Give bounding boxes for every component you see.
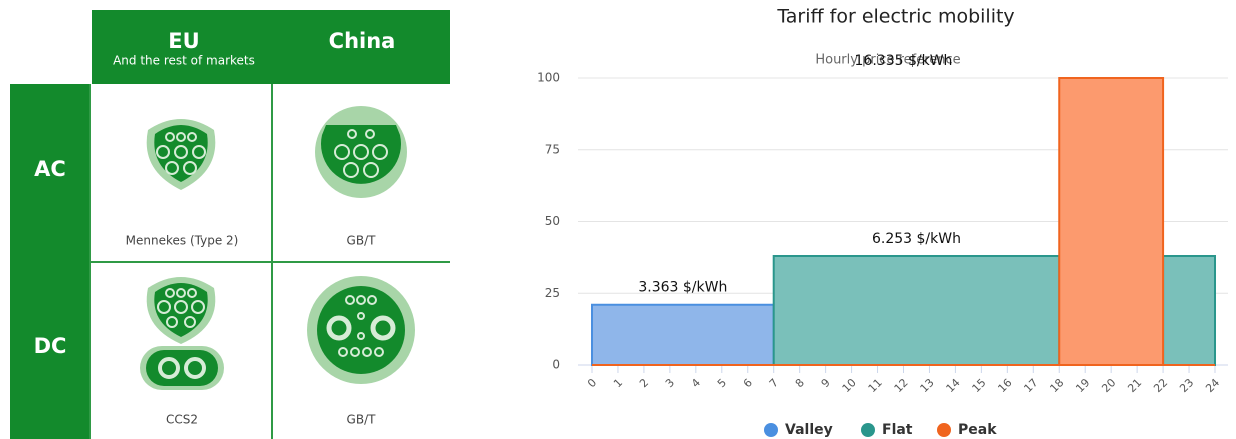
x-tick-label: 4 xyxy=(689,376,703,390)
x-tick-label: 23 xyxy=(1177,376,1196,395)
y-tick-label: 0 xyxy=(552,358,560,372)
chart-subtitle: Hourly price reference xyxy=(815,53,960,68)
y-tick-label: 100 xyxy=(537,71,560,85)
header-subtitle: And the rest of markets xyxy=(113,54,255,68)
legend-label: Valley xyxy=(785,422,833,438)
legend-label: Flat xyxy=(882,422,913,438)
y-tick-label: 75 xyxy=(545,142,560,156)
area xyxy=(1162,254,1216,366)
legend-marker xyxy=(861,423,875,437)
x-tick-label: 10 xyxy=(840,376,859,395)
x-tick-label: 20 xyxy=(1099,376,1118,395)
row-label: AC xyxy=(34,157,66,181)
x-tick-label: 0 xyxy=(585,376,599,390)
legend-label: Peak xyxy=(958,422,997,438)
y-tick-label: 25 xyxy=(545,286,560,300)
x-tick-label: 3 xyxy=(663,376,677,390)
x-tick-label: 8 xyxy=(793,376,807,390)
x-tick-label: 7 xyxy=(767,376,781,390)
cell-caption: GB/T xyxy=(347,413,377,427)
x-tick-label: 6 xyxy=(741,376,755,390)
icon-gbt-ac xyxy=(315,106,407,198)
header-bar xyxy=(92,10,450,84)
connector-table: EU And the rest of markets China AC DC M… xyxy=(10,10,450,439)
annotation: 16.335 $/kWh xyxy=(855,53,953,69)
legend-marker xyxy=(937,423,951,437)
header-title: China xyxy=(329,29,396,53)
cell-caption: CCS2 xyxy=(166,413,198,427)
x-tick-label: 14 xyxy=(944,376,963,395)
x-tick-label: 9 xyxy=(819,376,833,390)
x-tick-label: 12 xyxy=(892,376,911,395)
x-tick-label: 18 xyxy=(1047,376,1066,395)
x-tick-label: 13 xyxy=(918,376,937,395)
x-tick-label: 11 xyxy=(866,376,885,395)
cell-caption: GB/T xyxy=(347,234,377,248)
x-tick-label: 22 xyxy=(1151,376,1170,395)
x-tick-label: 5 xyxy=(715,376,729,390)
x-tick-label: 1 xyxy=(611,376,625,390)
y-tick-label: 50 xyxy=(545,214,560,228)
cell-caption: Mennekes (Type 2) xyxy=(126,234,239,248)
x-tick-label: 19 xyxy=(1073,376,1092,395)
x-tick-label: 15 xyxy=(970,376,989,395)
x-tick-label: 16 xyxy=(995,376,1014,395)
x-tick-label: 2 xyxy=(637,376,651,390)
annotation: 6.253 $/kWh xyxy=(872,231,961,247)
icon-gbt-dc xyxy=(307,276,415,384)
area xyxy=(592,77,1215,366)
row-bar xyxy=(10,84,90,439)
area xyxy=(772,254,1061,366)
icon-type2 xyxy=(146,119,216,190)
row-label: DC xyxy=(34,334,67,358)
area xyxy=(591,303,775,366)
x-tick-label: 24 xyxy=(1203,376,1222,395)
x-tick-label: 21 xyxy=(1125,376,1144,395)
icon-ccs2 xyxy=(140,277,224,390)
annotation: 3.363 $/kWh xyxy=(638,280,727,296)
chart-title: Tariff for electric mobility xyxy=(776,6,1014,28)
x-tick-label: 17 xyxy=(1021,376,1040,395)
header-title: EU xyxy=(168,29,199,53)
legend-marker xyxy=(764,423,778,437)
